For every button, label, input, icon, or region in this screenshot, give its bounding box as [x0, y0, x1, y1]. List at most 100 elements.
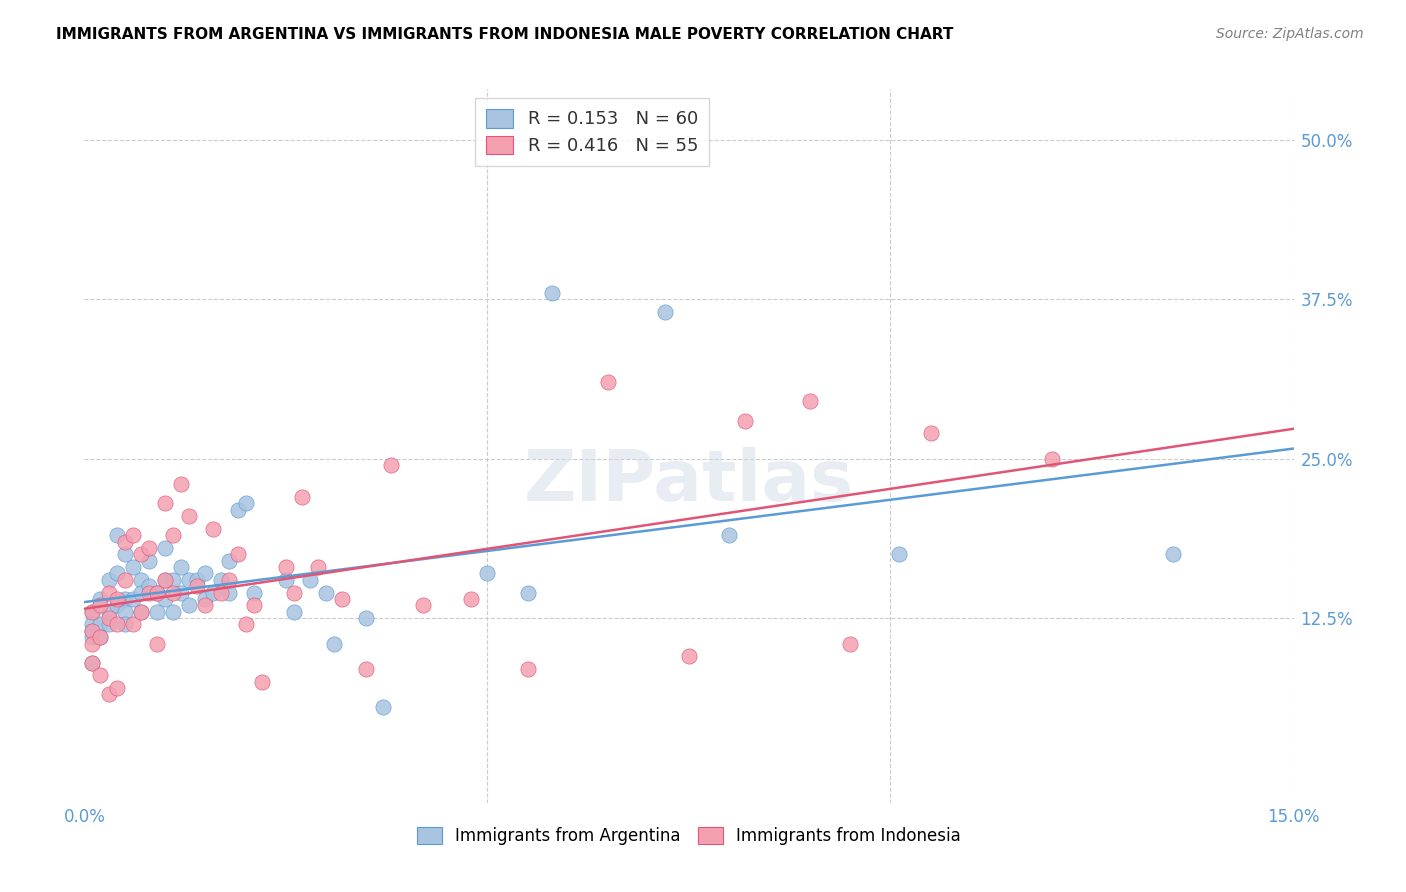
- Argentina: [242, 585, 264, 599]
- Argentina: [129, 573, 152, 587]
- Indonesia: [82, 605, 104, 619]
- Indonesia: [89, 668, 111, 682]
- Argentina: [186, 573, 208, 587]
- Indonesia: [235, 617, 257, 632]
- Argentina: [121, 560, 143, 574]
- Argentina: [283, 605, 305, 619]
- Argentina: [162, 605, 184, 619]
- Indonesia: [146, 585, 169, 599]
- Indonesia: [97, 585, 120, 599]
- Indonesia: [114, 573, 136, 587]
- Argentina: [89, 630, 111, 644]
- Argentina: [153, 591, 176, 606]
- Indonesia: [920, 426, 942, 441]
- Argentina: [105, 566, 128, 581]
- Indonesia: [202, 522, 225, 536]
- Indonesia: [283, 585, 305, 599]
- Argentina: [105, 528, 128, 542]
- Argentina: [97, 617, 120, 632]
- Indonesia: [209, 585, 232, 599]
- Argentina: [194, 591, 217, 606]
- Argentina: [129, 605, 152, 619]
- Argentina: [129, 585, 152, 599]
- Argentina: [516, 585, 538, 599]
- Argentina: [541, 286, 564, 301]
- Indonesia: [194, 599, 217, 613]
- Argentina: [162, 573, 184, 587]
- Argentina: [138, 554, 160, 568]
- Argentina: [82, 630, 104, 644]
- Argentina: [153, 573, 176, 587]
- Argentina: [170, 585, 193, 599]
- Indonesia: [97, 688, 120, 702]
- Argentina: [146, 605, 169, 619]
- Indonesia: [138, 541, 160, 555]
- Text: IMMIGRANTS FROM ARGENTINA VS IMMIGRANTS FROM INDONESIA MALE POVERTY CORRELATION : IMMIGRANTS FROM ARGENTINA VS IMMIGRANTS …: [56, 27, 953, 42]
- Indonesia: [82, 624, 104, 638]
- Indonesia: [516, 662, 538, 676]
- Indonesia: [105, 617, 128, 632]
- Argentina: [97, 605, 120, 619]
- Indonesia: [242, 599, 264, 613]
- Argentina: [218, 554, 240, 568]
- Argentina: [82, 605, 104, 619]
- Argentina: [356, 611, 378, 625]
- Indonesia: [330, 591, 353, 606]
- Indonesia: [105, 681, 128, 695]
- Argentina: [654, 305, 676, 319]
- Argentina: [105, 599, 128, 613]
- Indonesia: [1040, 451, 1063, 466]
- Legend: Immigrants from Argentina, Immigrants from Indonesia: Immigrants from Argentina, Immigrants fr…: [411, 820, 967, 852]
- Argentina: [82, 656, 104, 670]
- Argentina: [114, 591, 136, 606]
- Indonesia: [734, 413, 756, 427]
- Argentina: [114, 547, 136, 561]
- Indonesia: [291, 490, 314, 504]
- Argentina: [97, 573, 120, 587]
- Indonesia: [82, 656, 104, 670]
- Indonesia: [678, 649, 700, 664]
- Indonesia: [598, 376, 620, 390]
- Indonesia: [121, 617, 143, 632]
- Indonesia: [89, 599, 111, 613]
- Argentina: [274, 573, 297, 587]
- Indonesia: [97, 611, 120, 625]
- Argentina: [315, 585, 337, 599]
- Argentina: [179, 573, 201, 587]
- Indonesia: [356, 662, 378, 676]
- Indonesia: [114, 534, 136, 549]
- Argentina: [153, 541, 176, 555]
- Indonesia: [162, 528, 184, 542]
- Indonesia: [162, 585, 184, 599]
- Indonesia: [186, 579, 208, 593]
- Indonesia: [412, 599, 434, 613]
- Indonesia: [799, 394, 821, 409]
- Indonesia: [153, 573, 176, 587]
- Indonesia: [839, 636, 862, 650]
- Indonesia: [460, 591, 482, 606]
- Argentina: [887, 547, 910, 561]
- Argentina: [138, 579, 160, 593]
- Indonesia: [153, 496, 176, 510]
- Argentina: [299, 573, 322, 587]
- Argentina: [718, 528, 741, 542]
- Argentina: [146, 585, 169, 599]
- Argentina: [179, 599, 201, 613]
- Argentina: [121, 591, 143, 606]
- Argentina: [170, 560, 193, 574]
- Argentina: [235, 496, 257, 510]
- Argentina: [371, 700, 394, 714]
- Argentina: [82, 624, 104, 638]
- Indonesia: [170, 477, 193, 491]
- Argentina: [89, 617, 111, 632]
- Argentina: [114, 605, 136, 619]
- Argentina: [89, 591, 111, 606]
- Indonesia: [380, 458, 402, 472]
- Indonesia: [307, 560, 329, 574]
- Indonesia: [226, 547, 249, 561]
- Argentina: [226, 502, 249, 516]
- Argentina: [323, 636, 346, 650]
- Argentina: [114, 617, 136, 632]
- Indonesia: [146, 636, 169, 650]
- Indonesia: [138, 585, 160, 599]
